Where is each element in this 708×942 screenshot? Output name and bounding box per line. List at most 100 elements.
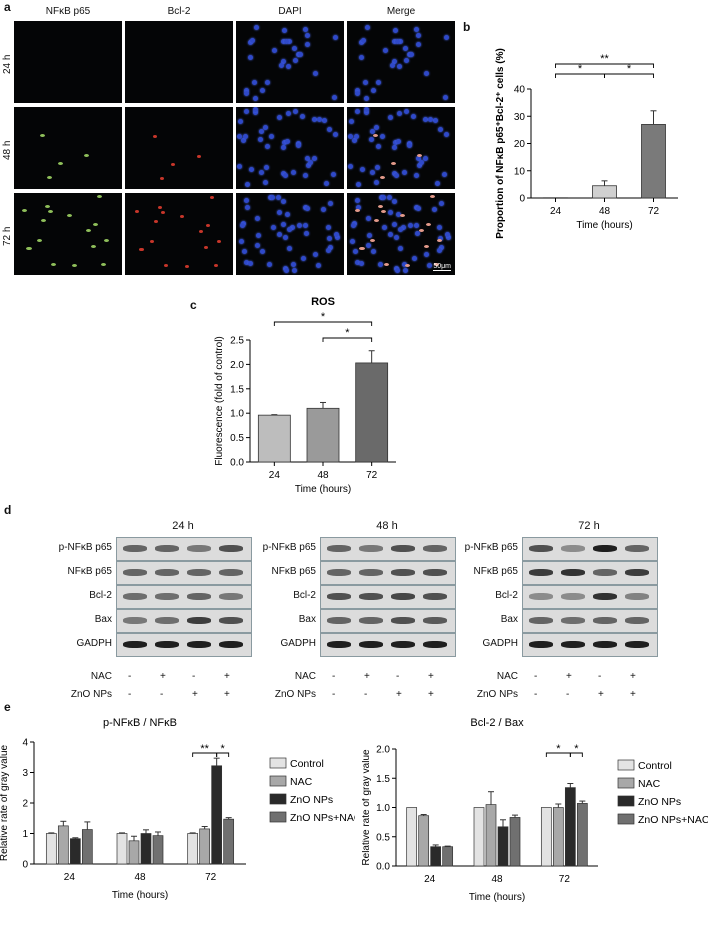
treatment-mark: + (428, 671, 434, 682)
dapi-nucleus (363, 107, 369, 113)
dapi-nucleus (355, 87, 360, 93)
blot-band (593, 569, 617, 576)
blot-band (423, 641, 447, 648)
dapi-nucleus (444, 131, 450, 137)
dapi-nucleus (368, 136, 374, 142)
nfkb-signal (58, 161, 64, 165)
blot-band (561, 593, 585, 600)
bar (497, 826, 509, 867)
dapi-nucleus (299, 113, 305, 119)
bar (57, 825, 69, 865)
dapi-nucleus (322, 118, 327, 124)
y-tick-label: 2 (22, 799, 28, 810)
treatment-mark: + (224, 689, 230, 700)
dapi-nucleus (391, 221, 397, 227)
dapi-nucleus (354, 259, 360, 265)
blot-band (187, 641, 211, 648)
protein-label: GADPH (482, 638, 518, 649)
dapi-nucleus (252, 107, 258, 113)
treatment-mark: + (598, 689, 604, 700)
nfkb-signal (84, 154, 90, 158)
blot-band (219, 569, 243, 576)
row-label: 72 h (2, 226, 13, 246)
blot-band (625, 641, 649, 648)
dapi-nucleus (253, 24, 259, 30)
chart-b: 0 10 20 30 40 24 48 72 Time (hours) Proportion of… (495, 48, 678, 239)
y-axis-label: Relative rate of gray value (0, 744, 10, 861)
treatment-mark: - (566, 689, 570, 700)
significance-bracket (569, 752, 583, 757)
channel-label: Merge (386, 6, 416, 17)
bcl2-signal (204, 246, 209, 250)
dapi-nucleus (392, 38, 398, 44)
blot-band (529, 545, 553, 552)
significance-label: * (627, 63, 632, 75)
dapi-nucleus (386, 195, 392, 201)
dapi-nucleus (397, 38, 403, 44)
blot-band (593, 641, 617, 648)
legend-swatch (617, 795, 635, 807)
dapi-nucleus (295, 142, 301, 148)
dapi-nucleus (397, 246, 403, 252)
dapi-nucleus (424, 70, 430, 76)
blot-strip (320, 609, 456, 633)
dapi-nucleus (402, 46, 408, 52)
dapi-nucleus (316, 262, 322, 268)
blot-band (529, 617, 553, 624)
nfkb-signal (425, 223, 431, 227)
blot-band (561, 545, 585, 552)
y-tick-label: 10 (514, 166, 526, 177)
blot-band (187, 593, 211, 600)
nfkb-signal (424, 245, 430, 249)
bar (509, 817, 521, 867)
dapi-nucleus (281, 140, 287, 146)
dapi-nucleus (414, 26, 420, 32)
dapi-nucleus (396, 212, 402, 218)
x-tick-label: 72 (205, 872, 217, 883)
dapi-nucleus (442, 94, 448, 100)
nfkb-signal (360, 246, 366, 250)
significance-label: * (321, 311, 326, 323)
bar (69, 838, 81, 865)
blot-band (561, 617, 585, 624)
dapi-nucleus (380, 195, 386, 201)
dapi-nucleus (308, 160, 314, 166)
legend-label: Control (290, 758, 324, 770)
dapi-nucleus (238, 118, 244, 124)
bar (430, 846, 442, 867)
dapi-nucleus (280, 198, 286, 204)
blot-band (391, 617, 415, 624)
dapi-nucleus (395, 38, 400, 44)
dapi-nucleus (370, 249, 376, 255)
dapi-nucleus (438, 127, 444, 133)
dapi-nucleus (414, 173, 420, 179)
dapi-nucleus (280, 170, 286, 176)
nfkb-signal (100, 263, 106, 267)
blot-band (219, 545, 243, 552)
bar (152, 835, 164, 865)
dapi-nucleus (367, 233, 373, 239)
dapi-nucleus (312, 155, 318, 161)
x-tick-label: 24 (424, 874, 436, 885)
nfkb-signal (378, 204, 384, 208)
dapi-nucleus (388, 231, 393, 237)
blot-band (359, 593, 383, 600)
treatment-mark: - (332, 689, 336, 700)
protein-label: Bcl-2 (293, 590, 316, 601)
significance-label: ** (600, 53, 609, 65)
nfkb-signal (369, 239, 375, 243)
bcl2-signal (205, 224, 210, 228)
dapi-nucleus (350, 222, 356, 228)
dapi-nucleus (239, 238, 244, 244)
micrograph-tile (236, 193, 344, 275)
significance-label: * (556, 743, 561, 755)
bcl2-signal (210, 196, 215, 200)
treatment-mark: - (332, 671, 336, 682)
dapi-nucleus (305, 163, 311, 169)
treatment-mark: + (428, 689, 434, 700)
nfkb-signal (36, 239, 42, 243)
bar (81, 829, 93, 865)
dapi-nucleus (393, 235, 399, 241)
dapi-nucleus (401, 170, 407, 176)
dapi-nucleus (347, 164, 353, 170)
